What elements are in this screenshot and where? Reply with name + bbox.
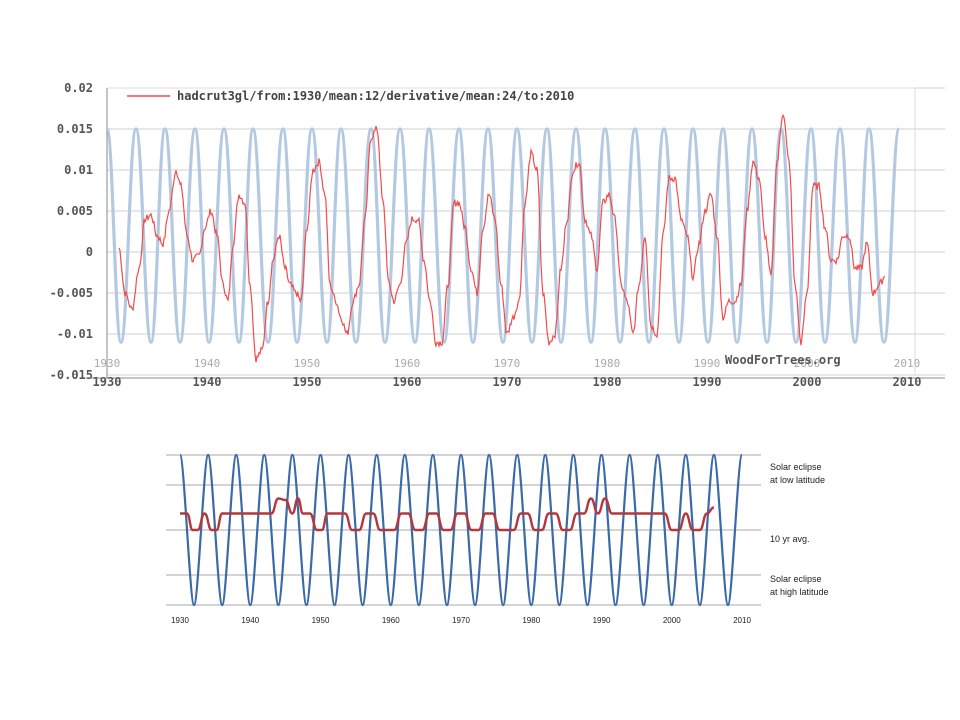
x-tick-label: 1980 [522, 616, 540, 625]
x-tick-label: 1960 [393, 375, 422, 389]
x-tick-label: 1970 [493, 375, 522, 389]
y-tick-label: 0.005 [57, 204, 93, 218]
annotation-top: Solar eclipse [770, 462, 822, 472]
y-tick-label: 0.015 [57, 122, 93, 136]
x-tick-label: 1940 [241, 616, 259, 625]
x-tick-label: 1960 [382, 616, 400, 625]
x-tick-label: 2000 [663, 616, 681, 625]
series-square-wave-line [105, 127, 901, 344]
annotation-bottom: Solar eclipse [770, 574, 822, 584]
annotation-mid: 10 yr avg. [770, 534, 810, 544]
x-tick-label: 1970 [452, 616, 470, 625]
x-tick-label: 1930 [93, 375, 122, 389]
x-tick-label-inner: 1980 [594, 357, 621, 370]
legend-label: hadcrut3gl/from:1930/mean:12/derivative/… [177, 89, 574, 103]
x-tick-label: 1990 [693, 375, 722, 389]
x-tick-label-inner: 1930 [94, 357, 121, 370]
annotation-top: at low latitude [770, 475, 825, 485]
y-tick-label: 0.02 [64, 81, 93, 95]
x-tick-label: 1980 [593, 375, 622, 389]
x-tick-label-inner: 1940 [194, 357, 221, 370]
series-eclipse-wave-line [178, 453, 744, 607]
y-tick-label: 0 [86, 245, 93, 259]
y-tick-label: -0.015 [50, 368, 93, 382]
x-tick-label-inner: 2000 [794, 357, 821, 370]
x-tick-label: 2000 [793, 375, 822, 389]
watermark: WoodForTrees.org [725, 353, 841, 367]
eclipse-latitude-chart: 1930 1940 1950 1960 1970 1980 1990 2000 2010 Sola… [166, 453, 829, 625]
x-tick-label: 1930 [171, 616, 189, 625]
series-hadcrut-line [118, 113, 886, 363]
x-tick-label: 1950 [293, 375, 322, 389]
x-tick-label-inner: 1950 [294, 357, 321, 370]
x-tick-label: 2010 [893, 375, 922, 389]
x-tick-label: 1950 [312, 616, 330, 625]
x-tick-label-inner: 1970 [494, 357, 521, 370]
y-tick-label: -0.005 [50, 286, 93, 300]
x-tick-label-inner: 1960 [394, 357, 421, 370]
y-tick-label: -0.01 [57, 327, 93, 341]
x-tick-label-inner: 1990 [694, 357, 721, 370]
x-tick-label: 1940 [193, 375, 222, 389]
series-10yr-avg-line [180, 497, 715, 532]
x-tick-label-inner: 2010 [894, 357, 921, 370]
y-tick-label: 0.01 [64, 163, 93, 177]
hadcrut-derivative-chart: 0.02 0.015 0.01 0.005 0 -0.005 -0.01 -0.015 1930… [50, 81, 945, 389]
annotation-bottom: at high latitude [770, 587, 829, 597]
x-tick-label: 1990 [593, 616, 611, 625]
x-tick-label: 2010 [733, 616, 751, 625]
